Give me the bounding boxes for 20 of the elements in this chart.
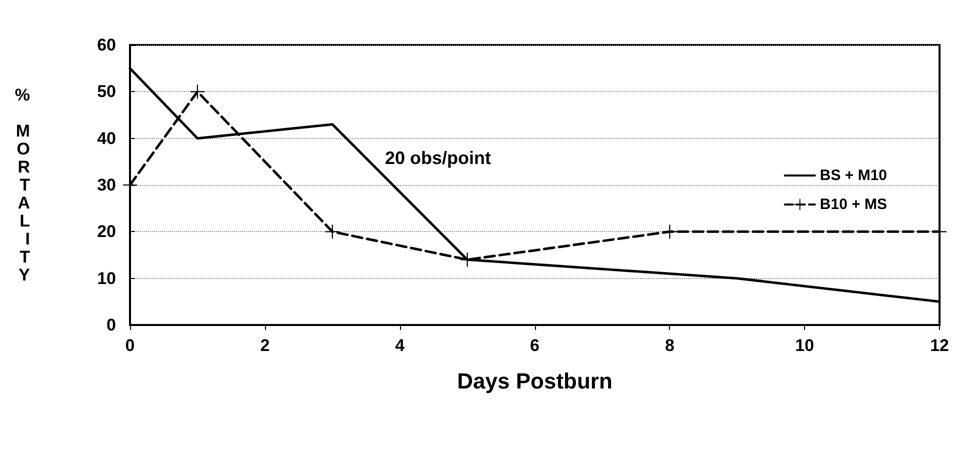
y-tick-label: 30 xyxy=(97,176,116,194)
y-tick-label: 0 xyxy=(106,316,116,334)
y-tick-label: 20 xyxy=(97,222,116,242)
x-tick-label: 10 xyxy=(795,336,814,355)
point xyxy=(662,224,677,239)
x-tick-label: 6 xyxy=(530,336,540,355)
x-axis-title: Days Postburn xyxy=(457,368,612,394)
text: % MORTALITY xyxy=(14,86,30,284)
x-tick-label: 8 xyxy=(664,336,674,355)
legend-label: B10 + MS xyxy=(820,196,888,213)
legend-label: BS + M10 xyxy=(820,167,888,184)
x-tick-label: 0 xyxy=(125,336,135,355)
y-tick-label: 10 xyxy=(97,268,116,288)
y-tick-label: 50 xyxy=(97,82,116,102)
y-tick-label: 60 xyxy=(97,36,116,54)
annotation: 20 obs/point xyxy=(385,148,492,168)
x-tick-label: 2 xyxy=(260,336,270,355)
x-tick-label: 4 xyxy=(395,336,406,355)
y-tick-label: 40 xyxy=(97,128,116,148)
x-tick-label: 12 xyxy=(930,336,950,355)
